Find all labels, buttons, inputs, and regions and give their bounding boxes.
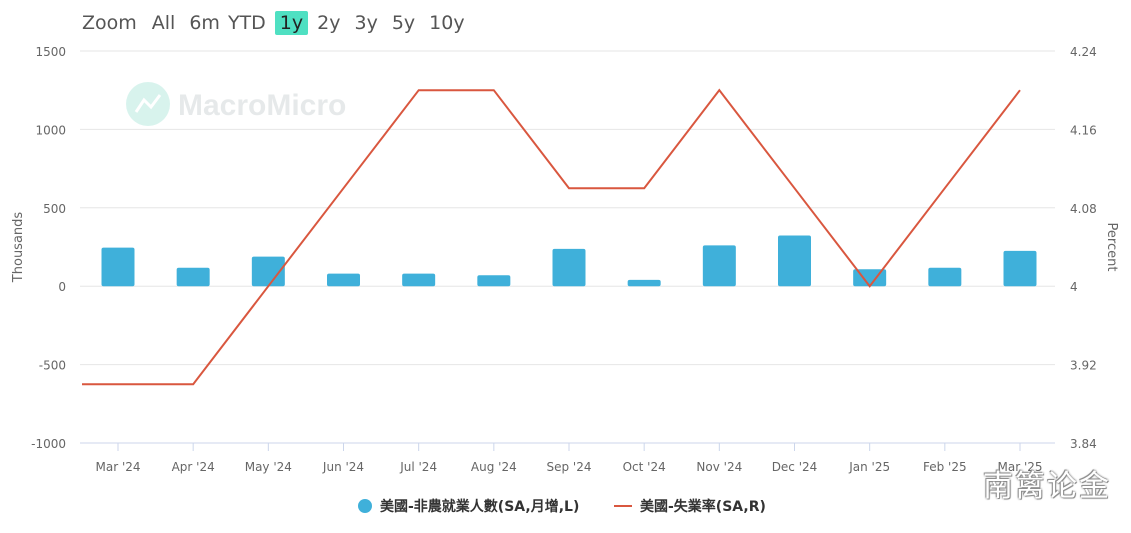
y-right-tick-label: 4 [1070, 280, 1078, 294]
watermark-logo-text: MacroMicro [178, 89, 346, 122]
y-right-tick-label: 4.16 [1070, 123, 1097, 137]
bar[interactable] [477, 275, 511, 287]
x-tick-label: May '24 [245, 460, 292, 474]
zoom-button-5y[interactable]: 5y [391, 12, 416, 34]
y-left-tick-label: -1000 [31, 437, 66, 451]
y-right-tick-label: 3.84 [1070, 437, 1097, 451]
zoom-button-ytd[interactable]: YTD [227, 12, 266, 34]
x-tick-label: Feb '25 [923, 460, 967, 474]
y-axis-left-title: Thousands [11, 212, 26, 284]
bar-series [101, 235, 1037, 287]
zoom-button-all[interactable]: All [151, 12, 176, 34]
x-tick-label: Jul '24 [399, 460, 437, 474]
legend-item-line[interactable]: 美國-失業率(SA,R) [614, 495, 766, 517]
y-right-tick-label: 3.92 [1070, 359, 1097, 373]
zoom-button-3y[interactable]: 3y [354, 12, 378, 34]
bar[interactable] [778, 235, 811, 287]
legend-bar-swatch-icon [358, 499, 372, 513]
x-tick-label: Dec '24 [772, 460, 818, 474]
x-tick-label: Nov '24 [696, 460, 742, 474]
y-left-tick-label: 0 [58, 280, 66, 294]
logo-chart-glyph-icon [134, 94, 162, 113]
bar[interactable] [402, 273, 436, 287]
x-tick-label: Aug '24 [471, 460, 517, 474]
macromicro-logo-icon [126, 82, 170, 126]
bar[interactable] [327, 273, 360, 287]
unemployment-line [82, 88, 1021, 386]
zoom-button-1y[interactable]: 1y [274, 11, 309, 35]
x-tick-label: Sep '24 [547, 460, 592, 474]
legend-item-bars[interactable]: 美國-非農就業人數(SA,月增,L) [358, 495, 579, 517]
zoom-label: Zoom [82, 12, 137, 34]
bar[interactable] [176, 267, 210, 287]
y-right-tick-label: 4.08 [1070, 202, 1097, 216]
y-left-tick-label: 500 [43, 202, 66, 216]
macromicro-watermark: MacroMicro [126, 82, 346, 126]
legend-line-swatch-icon [614, 505, 632, 507]
x-tick-label: Apr '24 [172, 460, 215, 474]
y-left-tick-label: 1000 [35, 123, 66, 137]
bar[interactable] [627, 279, 661, 287]
x-tick-label: Mar '24 [95, 460, 140, 474]
x-tick-label: Oct '24 [623, 460, 666, 474]
x-tick-label: Jan '25 [848, 460, 890, 474]
corner-watermark: 南篱论金 [983, 469, 1111, 504]
x-axis: Mar '24 Apr '24 May '24 Jun '24 Jul '24 Aug '… [80, 442, 1055, 474]
x-tick-label: Jun '24 [322, 460, 364, 474]
bar[interactable] [552, 248, 586, 287]
bar[interactable] [251, 256, 285, 287]
x-tick-label: Mar '25 [997, 460, 1042, 474]
y-axis-right-title: Percent [1104, 223, 1119, 272]
y-left-tick-label: -500 [39, 359, 66, 373]
zoom-button-10y[interactable]: 10y [429, 12, 465, 34]
y-left-tick-label: 1500 [35, 45, 66, 59]
bar[interactable] [853, 269, 887, 287]
y-right-tick-label: 4.24 [1070, 45, 1097, 59]
zoom-button-6m[interactable]: 6m [189, 12, 220, 34]
zoom-button-2y[interactable]: 2y [317, 12, 341, 34]
legend-bar-label: 美國-非農就業人數(SA,月增,L) [380, 499, 580, 515]
y-axis-left: 1500 1000 500 0 -500 -1000 [31, 45, 66, 451]
bar[interactable] [1003, 250, 1037, 287]
bar[interactable] [928, 267, 962, 287]
y-axis-right: 4.24 4.16 4.08 4 3.92 3.84 [1070, 45, 1097, 451]
zoom-bar: Zoom All 6m YTD 1y 2y 3y 5y 10y [82, 10, 474, 36]
legend-line-label: 美國-失業率(SA,R) [640, 499, 766, 515]
bar[interactable] [702, 245, 736, 287]
bar[interactable] [101, 247, 135, 287]
